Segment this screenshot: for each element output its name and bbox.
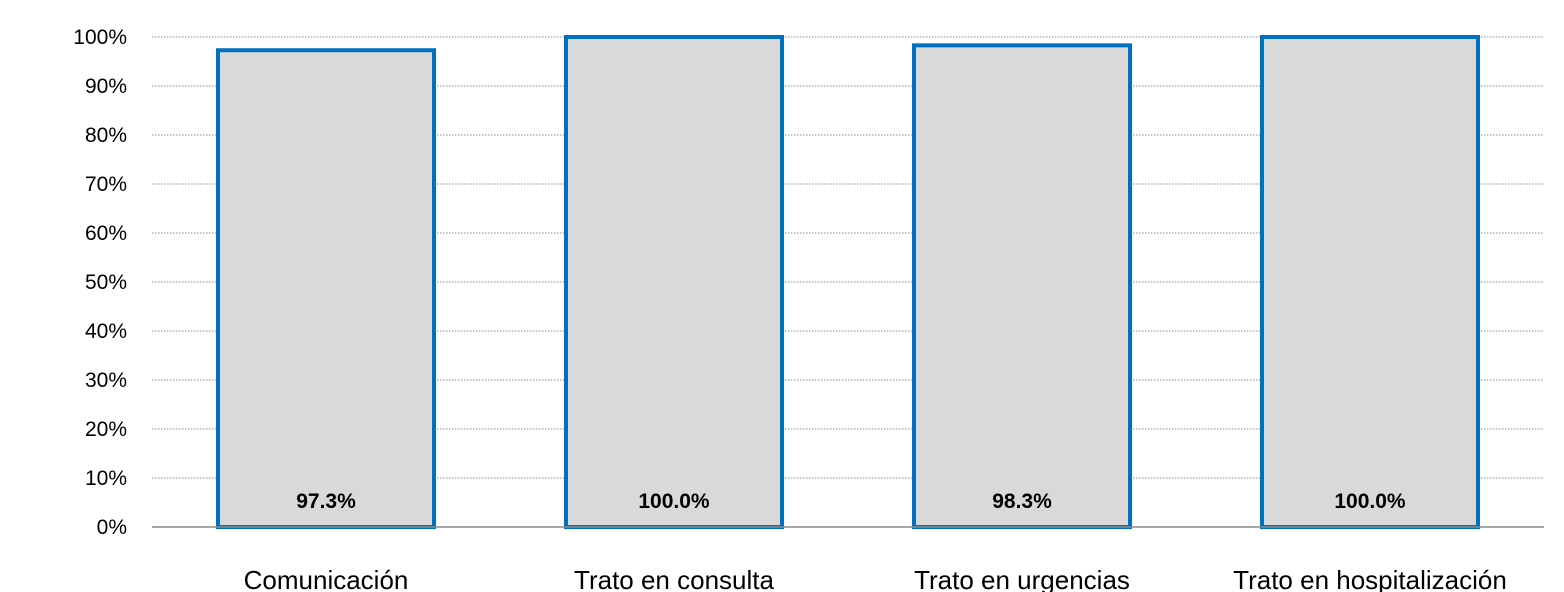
bar-data-label: 100.0% — [1334, 490, 1406, 513]
y-tick-label: 30% — [85, 369, 127, 392]
bar — [216, 48, 436, 529]
x-category-label: Trato en hospitalización — [1233, 565, 1507, 592]
bar-data-label: 100.0% — [638, 490, 710, 513]
y-tick-label: 10% — [85, 467, 127, 490]
bar — [564, 35, 784, 529]
y-tick-label: 20% — [85, 418, 127, 441]
bar-data-label: 97.3% — [296, 490, 356, 513]
y-tick-label: 40% — [85, 320, 127, 343]
bars — [216, 35, 1480, 530]
bar — [1260, 35, 1480, 529]
y-axis-tick-labels: 0% 10% 20% 30% 40% 50% 60% 70% 80% 90% 100% — [73, 26, 127, 539]
y-tick-label: 70% — [85, 173, 127, 196]
x-category-label: Trato en urgencias — [914, 565, 1130, 592]
bar — [912, 43, 1132, 530]
x-category-label: Trato en consulta — [574, 565, 774, 592]
y-tick-label: 0% — [97, 516, 127, 539]
y-tick-label: 100% — [73, 26, 127, 49]
x-axis-category-labels: Comunicación Trato en consulta Trato en ur… — [244, 565, 1507, 592]
y-tick-label: 90% — [85, 75, 127, 98]
data-labels: 97.3% 100.0% 98.3% 100.0% — [296, 490, 1406, 513]
y-tick-label: 50% — [85, 271, 127, 294]
y-tick-label: 80% — [85, 124, 127, 147]
bar-data-label: 98.3% — [992, 490, 1052, 513]
y-tick-label: 60% — [85, 222, 127, 245]
x-category-label: Comunicación — [244, 565, 409, 592]
